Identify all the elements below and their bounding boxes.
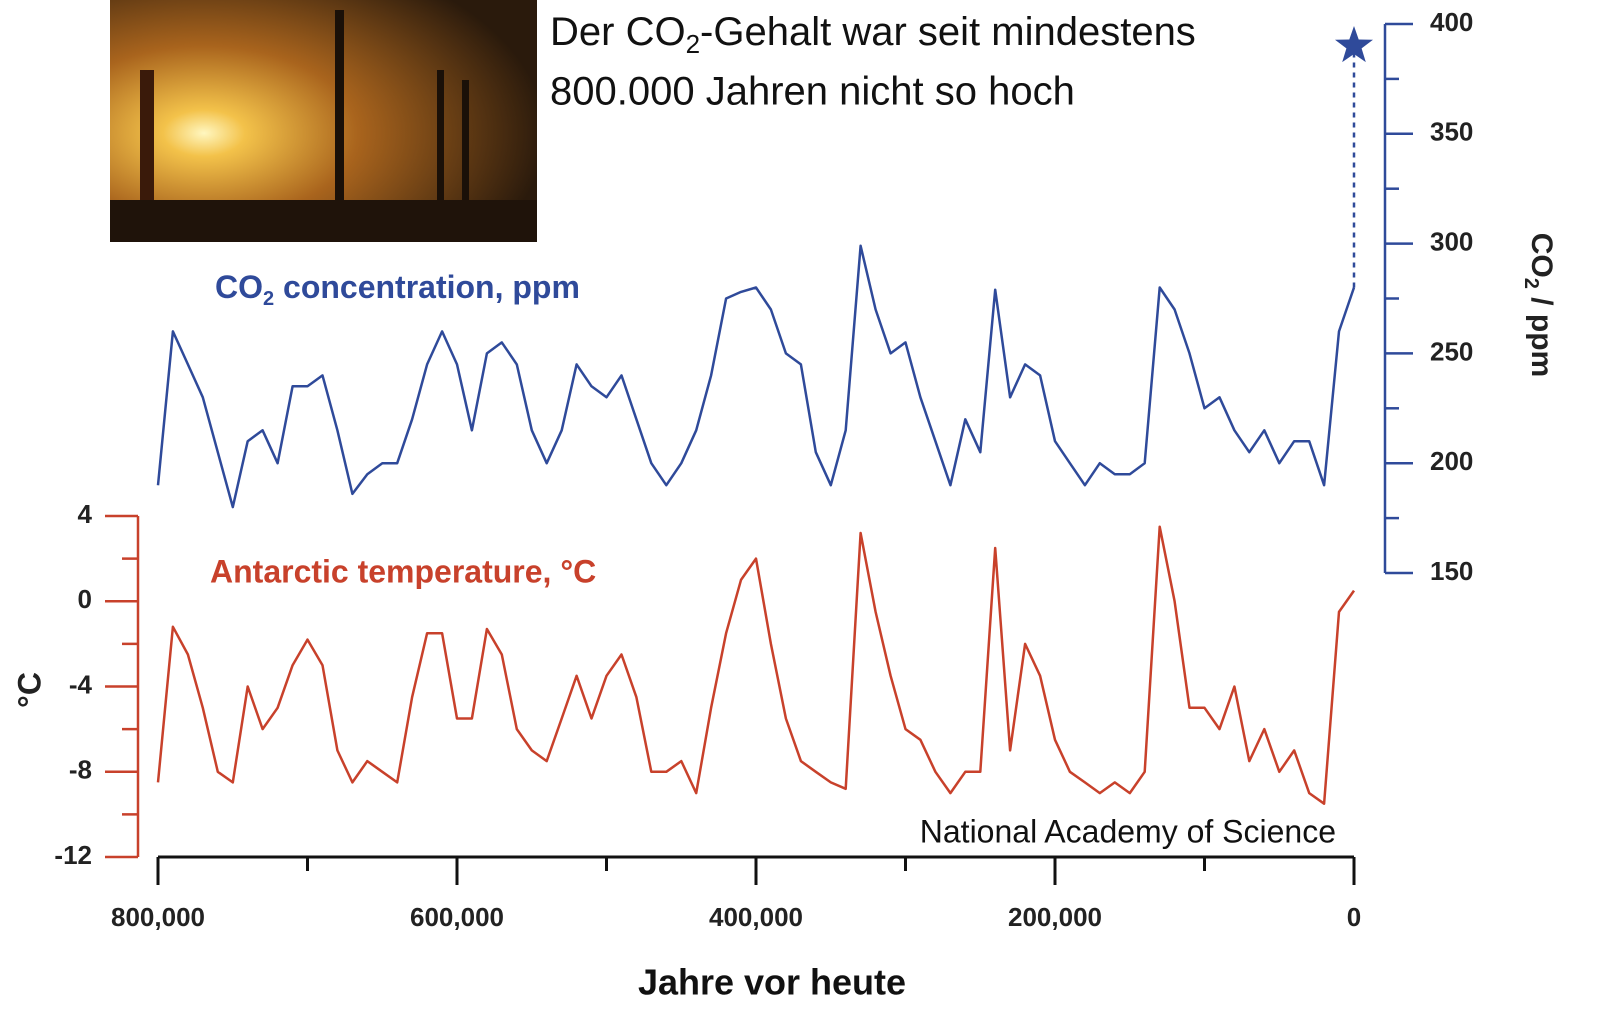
y2-tick-label: 150 [1430,556,1473,586]
legend-label: CO2 concentration, ppm [215,269,580,310]
credit: National Academy of Science [920,813,1336,849]
y-tick-label: -8 [69,755,92,785]
photo [110,0,537,242]
x-tick-label: 400,000 [709,902,803,932]
y-tick-label: -4 [69,669,93,699]
y-tick-label: 4 [78,499,93,529]
x-tick-label: 600,000 [410,902,504,932]
x-tick-label: 0 [1347,902,1361,932]
y2-tick-label: 400 [1430,7,1473,37]
legend-label: Antarctic temperature, °C [210,553,596,589]
x-tick-label: 800,000 [111,902,205,932]
headline: Der CO2-Gehalt war seit mindestens [550,10,1196,59]
headline: 800.000 Jahren nicht so hoch [550,70,1075,114]
y-axis-title: °C [11,672,47,708]
y2-tick-label: 300 [1430,226,1473,256]
y-tick-label: 0 [78,584,92,614]
chart: Der CO2-Gehalt war seit mindestens 800.0… [0,0,1610,1029]
x-tick-label: 200,000 [1008,902,1102,932]
y-tick-label: -12 [54,840,92,870]
y2-tick-label: 200 [1430,446,1473,476]
y2-tick-label: 350 [1430,117,1473,147]
y2-tick-label: 250 [1430,336,1473,366]
x-axis-title: Jahre vor heute [638,962,906,1003]
y2-axis-title: CO2 / ppm [1520,233,1558,377]
page: Der CO2-Gehalt war seit mindestens 800.0… [0,0,1610,1029]
